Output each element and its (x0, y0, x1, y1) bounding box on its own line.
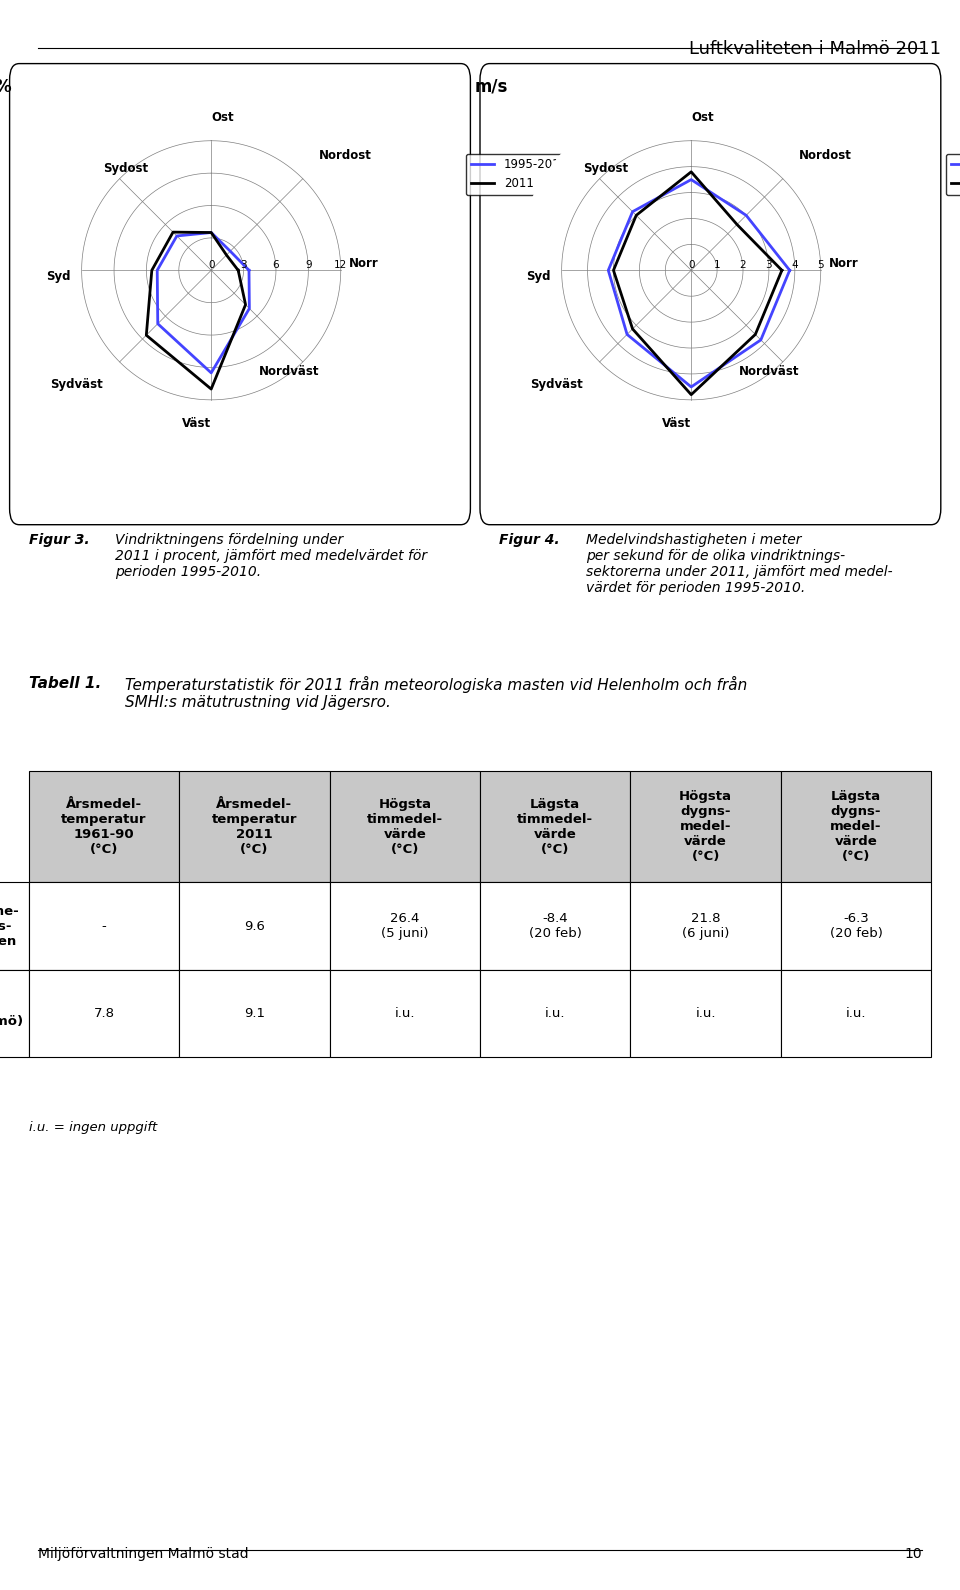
Text: Sydväst: Sydväst (530, 378, 583, 391)
Text: Syd: Syd (46, 270, 71, 283)
Text: Norr: Norr (829, 258, 859, 270)
Text: Miljöförvaltningen Malmö stad: Miljöförvaltningen Malmö stad (38, 1547, 249, 1561)
Text: 4: 4 (792, 261, 798, 270)
Text: Ost: Ost (211, 111, 234, 124)
Text: Medelvindshastigheten i meter
per sekund för de olika vindriktnings-
sektorerna : Medelvindshastigheten i meter per sekund… (586, 533, 892, 595)
Text: Syd: Syd (526, 270, 551, 283)
Text: Väst: Väst (662, 417, 691, 429)
Text: 6: 6 (273, 261, 279, 270)
Text: Figur 3.: Figur 3. (29, 533, 89, 547)
Text: Figur 4.: Figur 4. (499, 533, 560, 547)
Text: 10: 10 (904, 1547, 922, 1561)
Text: 9: 9 (305, 261, 312, 270)
Text: 0: 0 (688, 261, 694, 270)
Text: Norr: Norr (349, 258, 379, 270)
Legend: 1995-2010, 2011: 1995-2010, 2011 (947, 154, 960, 196)
Text: Luftkvaliteten i Malmö 2011: Luftkvaliteten i Malmö 2011 (688, 40, 941, 57)
Legend: 1995-2010, 2011: 1995-2010, 2011 (467, 154, 572, 196)
Text: Nordväst: Nordväst (739, 366, 800, 378)
Text: Sydost: Sydost (583, 162, 628, 175)
Text: Ost: Ost (691, 111, 714, 124)
Text: 12: 12 (334, 261, 348, 270)
Text: Sydost: Sydost (103, 162, 148, 175)
Text: Nordväst: Nordväst (259, 366, 320, 378)
Text: 2: 2 (740, 261, 746, 270)
Text: 1: 1 (714, 261, 720, 270)
Text: Nordost: Nordost (320, 149, 372, 162)
Text: Sydväst: Sydväst (50, 378, 103, 391)
Text: 0: 0 (208, 261, 214, 270)
Text: Temperaturstatistik för 2011 från meteorologiska masten vid Helenholm och från
S: Temperaturstatistik för 2011 från meteor… (125, 676, 747, 711)
Text: i.u. = ingen uppgift: i.u. = ingen uppgift (29, 1121, 157, 1134)
Text: %: % (0, 78, 11, 95)
Text: Väst: Väst (182, 417, 211, 429)
Text: 3: 3 (766, 261, 772, 270)
Text: Vindriktningens fördelning under
2011 i procent, jämfört med medelvärdet för
per: Vindriktningens fördelning under 2011 i … (115, 533, 427, 579)
Text: 3: 3 (240, 261, 247, 270)
Text: Nordost: Nordost (800, 149, 852, 162)
Text: Tabell 1.: Tabell 1. (29, 676, 101, 690)
Text: m/s: m/s (474, 78, 508, 95)
Text: 5: 5 (818, 261, 824, 270)
